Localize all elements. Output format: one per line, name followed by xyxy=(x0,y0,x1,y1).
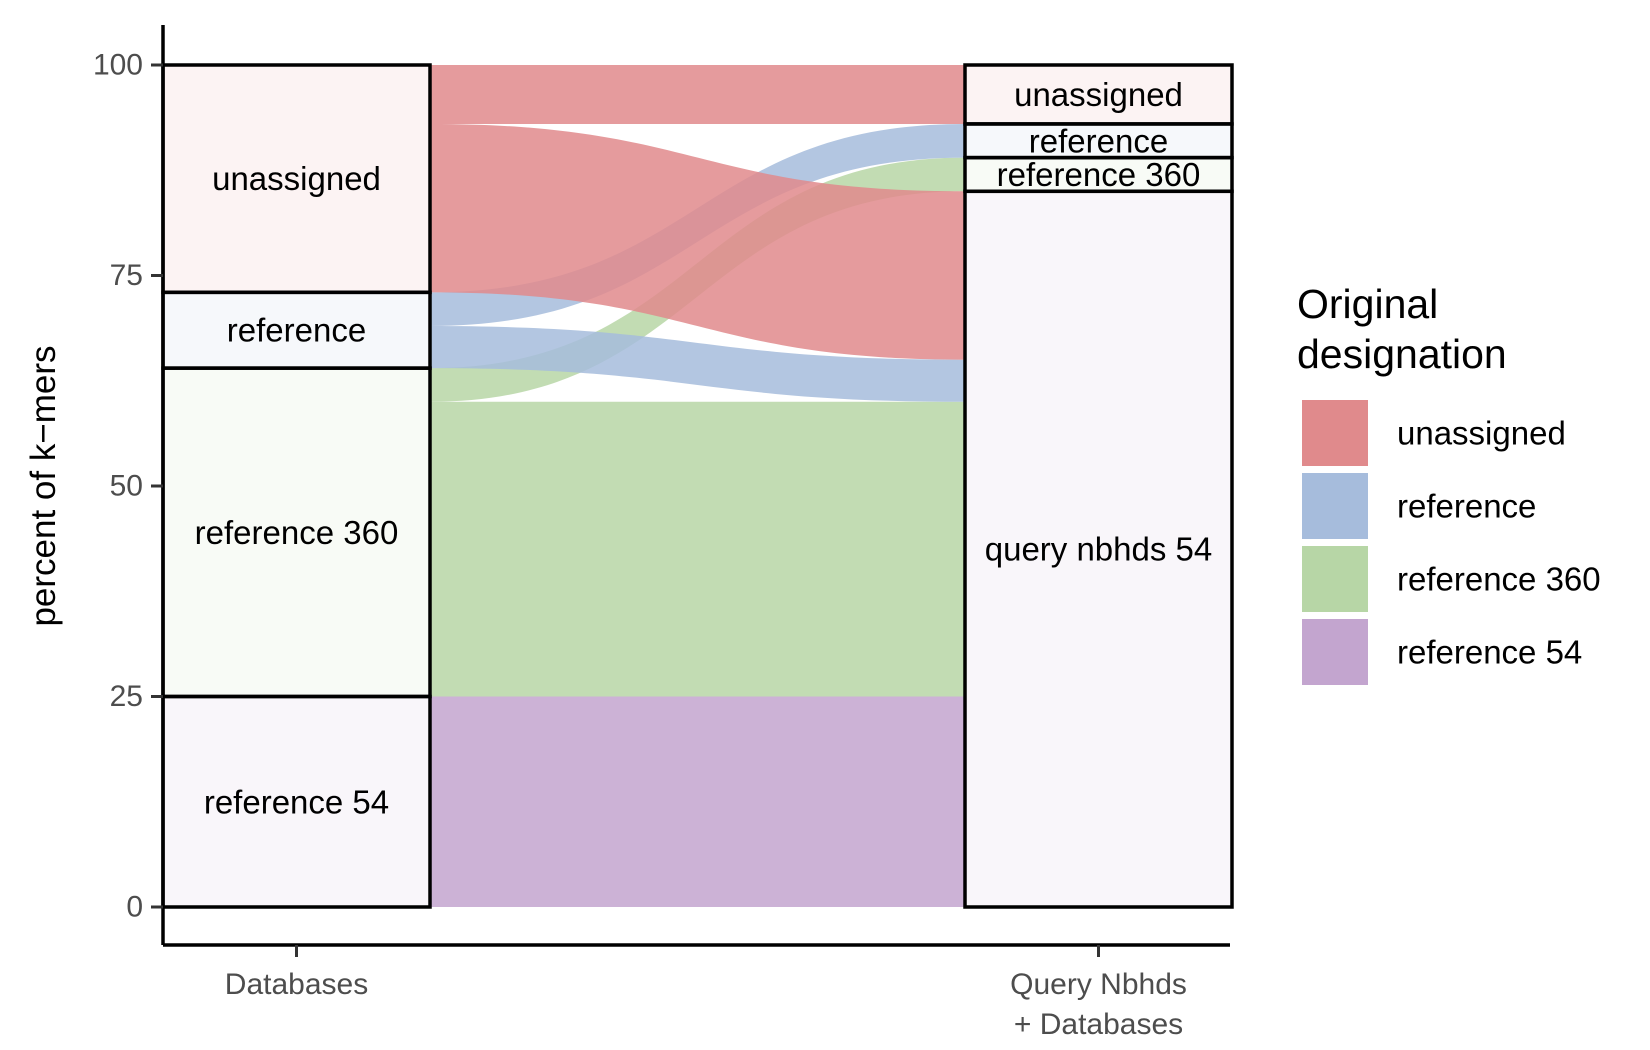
legend-title: Original xyxy=(1297,281,1438,327)
stratum-label: reference xyxy=(227,312,366,349)
stratum-fill xyxy=(163,368,430,697)
legend-label: unassigned xyxy=(1397,415,1566,452)
y-tick-label: 0 xyxy=(126,891,143,924)
stratum-box xyxy=(963,63,1234,126)
flow-reference xyxy=(430,326,965,402)
x-tick-label: Databases xyxy=(225,968,368,1001)
legend-label: reference 54 xyxy=(1397,634,1582,671)
stratum-label: reference 360 xyxy=(997,156,1201,193)
flow-reference-360 xyxy=(430,401,965,697)
stratum-fill xyxy=(965,157,1232,192)
flow-unassigned xyxy=(430,123,965,360)
y-tick-label: 50 xyxy=(110,470,143,503)
stratum-fill xyxy=(163,292,430,369)
flow-reference-54 xyxy=(430,696,965,907)
stratum-label: unassigned xyxy=(212,160,381,197)
legend-label: reference 360 xyxy=(1397,561,1601,598)
legend-swatch xyxy=(1302,546,1368,612)
x-tick-label: + Databases xyxy=(1014,1008,1183,1041)
y-axis-title: percent of k−mers xyxy=(24,345,63,626)
stratum-fill xyxy=(163,65,430,293)
stratum-label: unassigned xyxy=(1014,76,1183,113)
flows-layer xyxy=(430,65,965,907)
axes-layer: 0 25 50 75 100 Databases Query Nbhds + Database… xyxy=(24,25,1230,1041)
legend-title: designation xyxy=(1297,331,1507,377)
stratum-fill xyxy=(965,65,1232,124)
stratum-label: reference 54 xyxy=(204,783,389,820)
stratum-fill xyxy=(163,696,430,907)
legend-swatch xyxy=(1302,619,1368,685)
stratum-fill xyxy=(965,123,1232,158)
flow-unassigned xyxy=(430,65,965,124)
stratum-label: query nbhds 54 xyxy=(985,531,1213,568)
y-tick-label: 100 xyxy=(93,49,143,82)
legend-swatch xyxy=(1302,473,1368,539)
legend-swatch xyxy=(1302,400,1368,466)
y-tick-label: 25 xyxy=(110,680,143,713)
x-tick-label: Query Nbhds xyxy=(1010,968,1187,1001)
legend-label: reference xyxy=(1397,488,1536,525)
y-tick-label: 75 xyxy=(110,259,143,292)
stratum-label: reference xyxy=(1029,122,1168,159)
stratum-fill xyxy=(965,191,1232,908)
stratum-label: reference 360 xyxy=(195,514,399,551)
